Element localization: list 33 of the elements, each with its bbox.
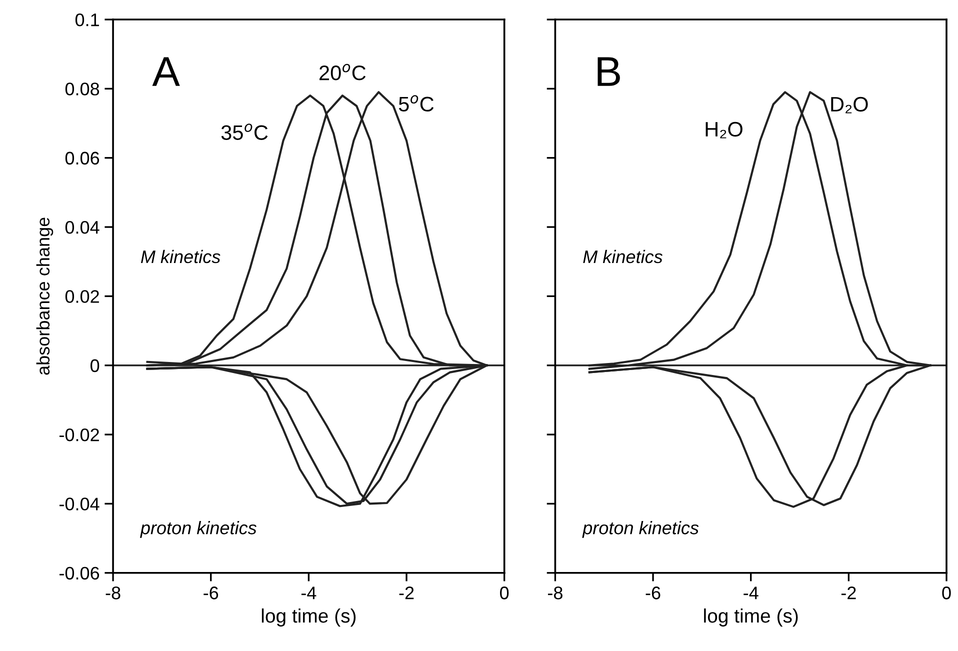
x-tick-label: -2 bbox=[841, 586, 856, 600]
x-tick-label: 0 bbox=[942, 586, 951, 600]
x-tick-label: -4 bbox=[301, 586, 316, 600]
annotation: proton kinetics bbox=[582, 521, 699, 538]
series-label: H₂O bbox=[706, 122, 742, 138]
x-tick-label: -4 bbox=[744, 586, 758, 600]
x-axis-title: log time (s) bbox=[704, 608, 798, 627]
series-label: 35$^{o}$C bbox=[221, 124, 268, 140]
y-axis-title: absorbance change bbox=[36, 218, 54, 375]
y-tick-label: 0.08 bbox=[65, 82, 100, 96]
annotation: A bbox=[152, 57, 180, 86]
series-label: 20$^{o}$C bbox=[320, 64, 366, 80]
x-tick-label: -2 bbox=[399, 586, 414, 600]
y-tick-label: -0.04 bbox=[60, 498, 100, 510]
y-tick-label: -0.06 bbox=[60, 566, 100, 580]
annotation: B bbox=[598, 57, 620, 86]
x-tick-label: 0 bbox=[500, 586, 509, 600]
annotation: proton kinetics bbox=[140, 521, 256, 538]
y-tick-label: 0.04 bbox=[65, 220, 100, 234]
y-tick-label: 0.1 bbox=[75, 13, 99, 26]
annotation: M kinetics bbox=[583, 250, 662, 264]
x-tick-label: -6 bbox=[646, 586, 660, 600]
y-tick-label: 0.02 bbox=[65, 290, 99, 303]
x-tick-label: -6 bbox=[204, 586, 218, 600]
series-label: D₂O bbox=[831, 96, 868, 114]
y-tick-label: -0.02 bbox=[60, 428, 99, 442]
y-tick-label: 0.06 bbox=[65, 152, 100, 165]
x-tick-label: -8 bbox=[548, 586, 562, 600]
series-label: 5$^{o}$C bbox=[398, 95, 434, 112]
annotation: M kinetics bbox=[140, 250, 220, 264]
x-tick-label: -8 bbox=[106, 586, 120, 600]
x-axis-title: log time (s) bbox=[262, 608, 356, 627]
y-tick-label: 0 bbox=[90, 359, 100, 372]
